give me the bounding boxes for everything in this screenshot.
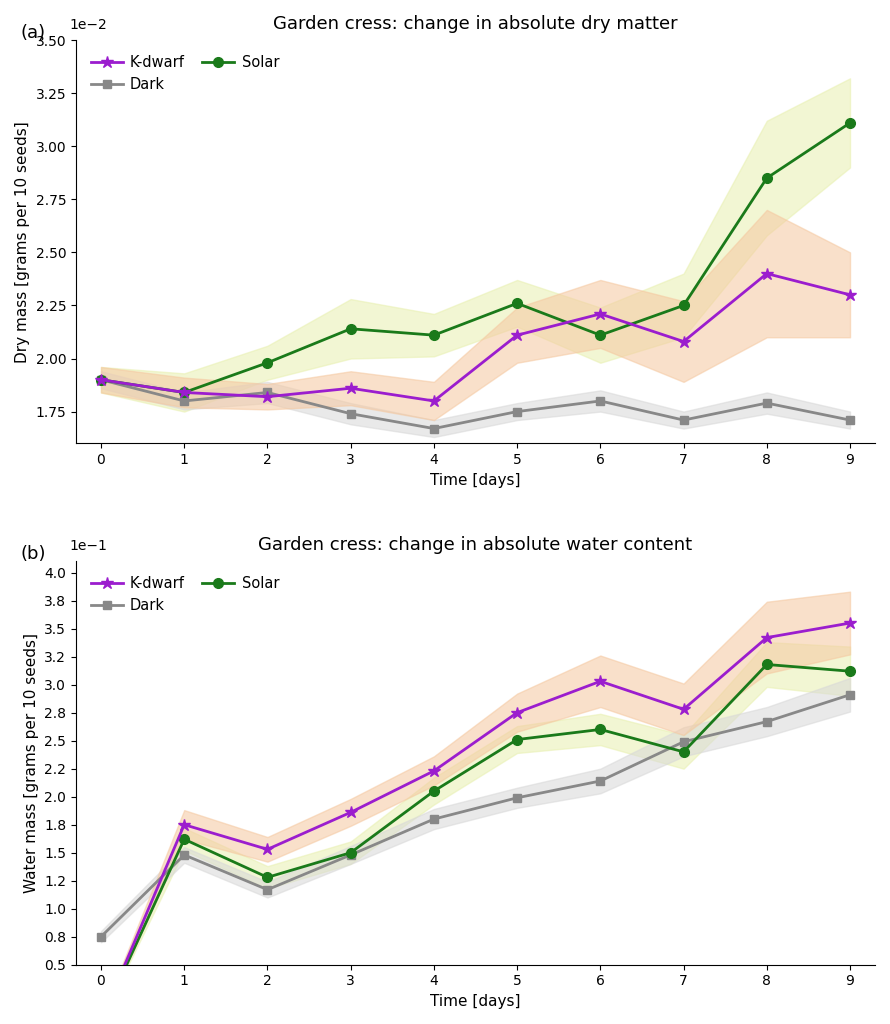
Solar: [345, 847, 356, 859]
K-dwarf: [678, 336, 689, 348]
Text: (b): (b): [20, 546, 45, 563]
K-dwarf: [263, 390, 273, 402]
Dark: [263, 386, 273, 398]
Solar: [95, 1015, 106, 1024]
Dark: [429, 813, 440, 825]
Y-axis label: Water mass [grams per 10 seeds]: Water mass [grams per 10 seeds]: [24, 633, 38, 893]
Dark: [595, 775, 606, 787]
K-dwarf: [95, 1015, 106, 1024]
K-dwarf: [762, 267, 773, 280]
Dark: [345, 849, 356, 861]
Dark: [762, 397, 773, 410]
Text: 1e−2: 1e−2: [69, 17, 107, 32]
Solar: [595, 723, 606, 735]
K-dwarf: [595, 675, 606, 687]
Text: (a): (a): [20, 24, 45, 42]
K-dwarf: [512, 329, 522, 341]
Dark: [595, 395, 606, 408]
K-dwarf: [429, 765, 440, 777]
Dark: [678, 735, 689, 748]
Dark: [179, 849, 190, 861]
Solar: [429, 329, 440, 341]
K-dwarf: [345, 806, 356, 818]
Solar: [512, 297, 522, 309]
K-dwarf: [845, 289, 855, 301]
Solar: [429, 785, 440, 798]
Dark: [263, 884, 273, 896]
Solar: [845, 665, 855, 677]
X-axis label: Time [days]: Time [days]: [430, 994, 521, 1009]
K-dwarf: [845, 616, 855, 629]
K-dwarf: [95, 374, 106, 386]
Line: Dark: Dark: [97, 690, 854, 941]
Dark: [845, 414, 855, 426]
Dark: [762, 716, 773, 728]
Line: Dark: Dark: [97, 376, 854, 433]
Line: Solar: Solar: [96, 659, 855, 1024]
X-axis label: Time [days]: Time [days]: [430, 473, 521, 487]
Dark: [845, 688, 855, 700]
Dark: [95, 931, 106, 943]
Legend: K-dwarf, Dark, Solar: K-dwarf, Dark, Solar: [84, 568, 287, 621]
Dark: [345, 408, 356, 420]
Solar: [762, 172, 773, 184]
Line: Solar: Solar: [96, 118, 855, 397]
K-dwarf: [678, 703, 689, 716]
Line: K-dwarf: K-dwarf: [94, 616, 856, 1024]
Dark: [429, 423, 440, 435]
Solar: [762, 658, 773, 671]
K-dwarf: [429, 395, 440, 408]
Dark: [512, 406, 522, 418]
Solar: [179, 834, 190, 846]
Y-axis label: Dry mass [grams per 10 seeds]: Dry mass [grams per 10 seeds]: [15, 121, 30, 362]
Solar: [263, 871, 273, 884]
Title: Garden cress: change in absolute dry matter: Garden cress: change in absolute dry mat…: [273, 15, 678, 33]
Dark: [678, 414, 689, 426]
K-dwarf: [595, 308, 606, 321]
Text: 1e−1: 1e−1: [69, 539, 107, 553]
Solar: [263, 356, 273, 369]
Solar: [845, 117, 855, 129]
Title: Garden cress: change in absolute water content: Garden cress: change in absolute water c…: [258, 537, 692, 554]
Dark: [95, 374, 106, 386]
K-dwarf: [263, 843, 273, 855]
K-dwarf: [762, 632, 773, 644]
Solar: [595, 329, 606, 341]
Dark: [179, 395, 190, 408]
Dark: [512, 792, 522, 804]
Solar: [95, 374, 106, 386]
Solar: [512, 733, 522, 745]
Solar: [678, 745, 689, 758]
Solar: [678, 299, 689, 311]
K-dwarf: [179, 818, 190, 830]
K-dwarf: [179, 386, 190, 398]
Legend: K-dwarf, Dark, Solar: K-dwarf, Dark, Solar: [84, 47, 287, 99]
Solar: [345, 323, 356, 335]
Line: K-dwarf: K-dwarf: [94, 267, 856, 408]
Solar: [179, 386, 190, 398]
K-dwarf: [345, 382, 356, 394]
K-dwarf: [512, 707, 522, 719]
